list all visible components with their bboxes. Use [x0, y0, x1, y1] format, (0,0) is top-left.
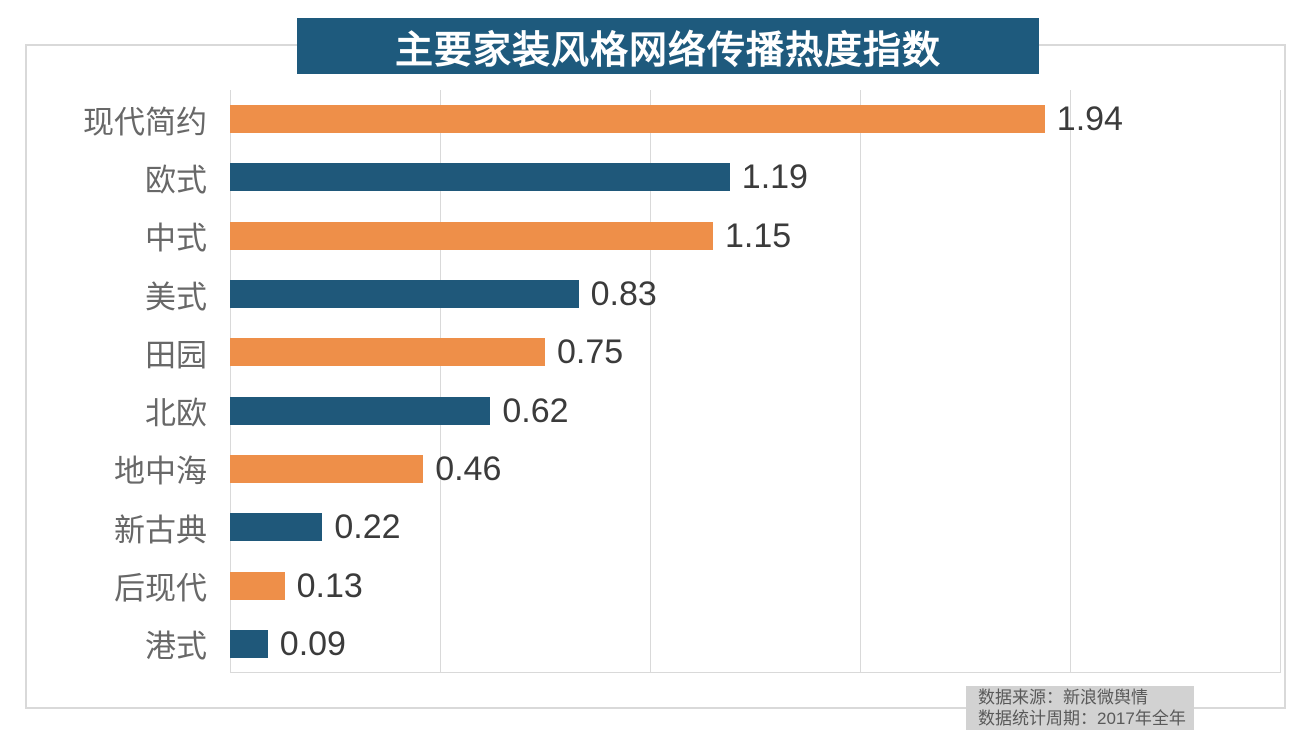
source-line-2: 数据统计周期：2017年全年 — [978, 709, 1186, 728]
bar-row: 0.62 — [230, 381, 1280, 439]
gridline — [859, 90, 861, 673]
value-label: 0.62 — [502, 391, 569, 430]
bar-新古典 — [230, 513, 323, 542]
category-label: 地中海 — [114, 454, 207, 490]
category-label: 现代简约 — [83, 104, 207, 140]
bar-美式 — [230, 280, 579, 309]
bar-后现代 — [230, 571, 285, 600]
value-label: 0.22 — [334, 508, 401, 547]
category-label: 后现代 — [114, 571, 207, 607]
category-label: 港式 — [145, 629, 207, 665]
bar-row: 0.13 — [230, 556, 1280, 614]
gridline — [229, 90, 231, 673]
bar-row: 0.83 — [230, 265, 1280, 323]
gridline — [439, 90, 441, 673]
gridline — [649, 90, 651, 673]
value-label: 0.13 — [296, 566, 363, 605]
bar-北欧 — [230, 396, 491, 425]
bar-现代简约 — [230, 105, 1045, 134]
plot-area: 1.94 1.19 1.15 0.83 0.75 0.62 0.46 0.22 0.13 0.09 — [229, 90, 1281, 673]
category-label: 田园 — [145, 337, 207, 373]
bar-row: 0.09 — [230, 615, 1280, 673]
bar-rows: 1.94 1.19 1.15 0.83 0.75 0.62 0.46 0.22 0.13 0.09 — [230, 90, 1280, 673]
chart-title-banner: 主要家装风格网络传播热度指数 — [297, 18, 1039, 74]
value-label: 1.94 — [1056, 100, 1123, 139]
value-label: 0.09 — [279, 624, 346, 663]
category-axis-line — [230, 672, 1280, 673]
source-box: 数据来源：新浪微舆情 数据统计周期：2017年全年 — [966, 686, 1194, 730]
category-axis-labels: 现代简约欧式中式美式田园北欧地中海新古典后现代港式 — [30, 90, 207, 673]
bar-地中海 — [230, 454, 424, 483]
gridline — [1279, 90, 1281, 673]
bar-row: 1.15 — [230, 207, 1280, 265]
category-label: 美式 — [145, 279, 207, 315]
bar-row: 0.75 — [230, 323, 1280, 381]
bar-row: 0.46 — [230, 440, 1280, 498]
bar-中式 — [230, 221, 713, 250]
bar-欧式 — [230, 163, 730, 192]
category-label: 欧式 — [145, 162, 207, 198]
bar-田园 — [230, 338, 545, 367]
value-label: 0.46 — [435, 449, 502, 488]
bar-港式 — [230, 629, 268, 658]
value-label: 1.19 — [741, 158, 808, 197]
category-label: 新古典 — [114, 512, 207, 548]
chart-title: 主要家装风格网络传播热度指数 — [394, 29, 941, 72]
value-label: 1.15 — [725, 216, 792, 255]
bar-row: 1.19 — [230, 148, 1280, 206]
source-line-1: 数据来源：新浪微舆情 — [978, 688, 1148, 707]
category-label: 中式 — [145, 221, 207, 257]
value-label: 0.75 — [557, 333, 624, 372]
value-label: 0.83 — [590, 275, 657, 314]
bar-row: 0.22 — [230, 498, 1280, 556]
bar-row: 1.94 — [230, 90, 1280, 148]
category-label: 北欧 — [145, 396, 207, 432]
gridline — [1069, 90, 1071, 673]
